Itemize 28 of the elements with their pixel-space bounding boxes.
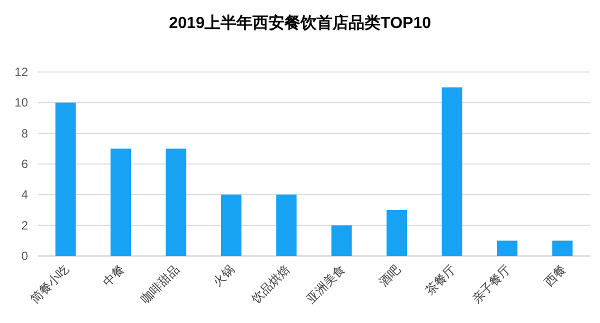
- bar: [276, 194, 297, 256]
- x-tick-label: 茶餐厅: [422, 262, 458, 298]
- x-tick-label: 西餐: [542, 262, 569, 290]
- bar: [386, 210, 408, 256]
- bar: [331, 225, 352, 256]
- bar: [220, 194, 242, 256]
- x-tick-label: 酒吧: [376, 262, 403, 290]
- bar: [442, 87, 462, 256]
- y-tick-label: 6: [21, 157, 28, 171]
- y-tick-label: 8: [21, 126, 28, 140]
- x-tick-label: 饮品烘焙: [248, 262, 293, 307]
- y-tick-label: 12: [14, 65, 28, 79]
- y-tick-label: 10: [14, 96, 28, 110]
- y-tick-label: 2: [21, 218, 28, 232]
- x-tick-label: 亚洲美食: [304, 262, 348, 306]
- bar: [55, 102, 76, 256]
- x-tick-label: 亲子餐厅: [469, 262, 514, 306]
- x-tick-label: 咖啡甜品: [138, 262, 182, 306]
- y-tick-label: 4: [21, 188, 28, 202]
- bar: [110, 148, 132, 256]
- x-tick-label: 中餐: [100, 262, 127, 290]
- y-tick-label: 0: [21, 249, 28, 263]
- x-tick-label: 简餐小吃: [28, 262, 72, 306]
- chart-title: 2019上半年西安餐饮首店品类TOP10: [169, 13, 432, 32]
- bar: [552, 240, 573, 256]
- x-tick-label: 火锅: [210, 262, 238, 290]
- bar: [166, 148, 186, 256]
- bar: [496, 240, 518, 256]
